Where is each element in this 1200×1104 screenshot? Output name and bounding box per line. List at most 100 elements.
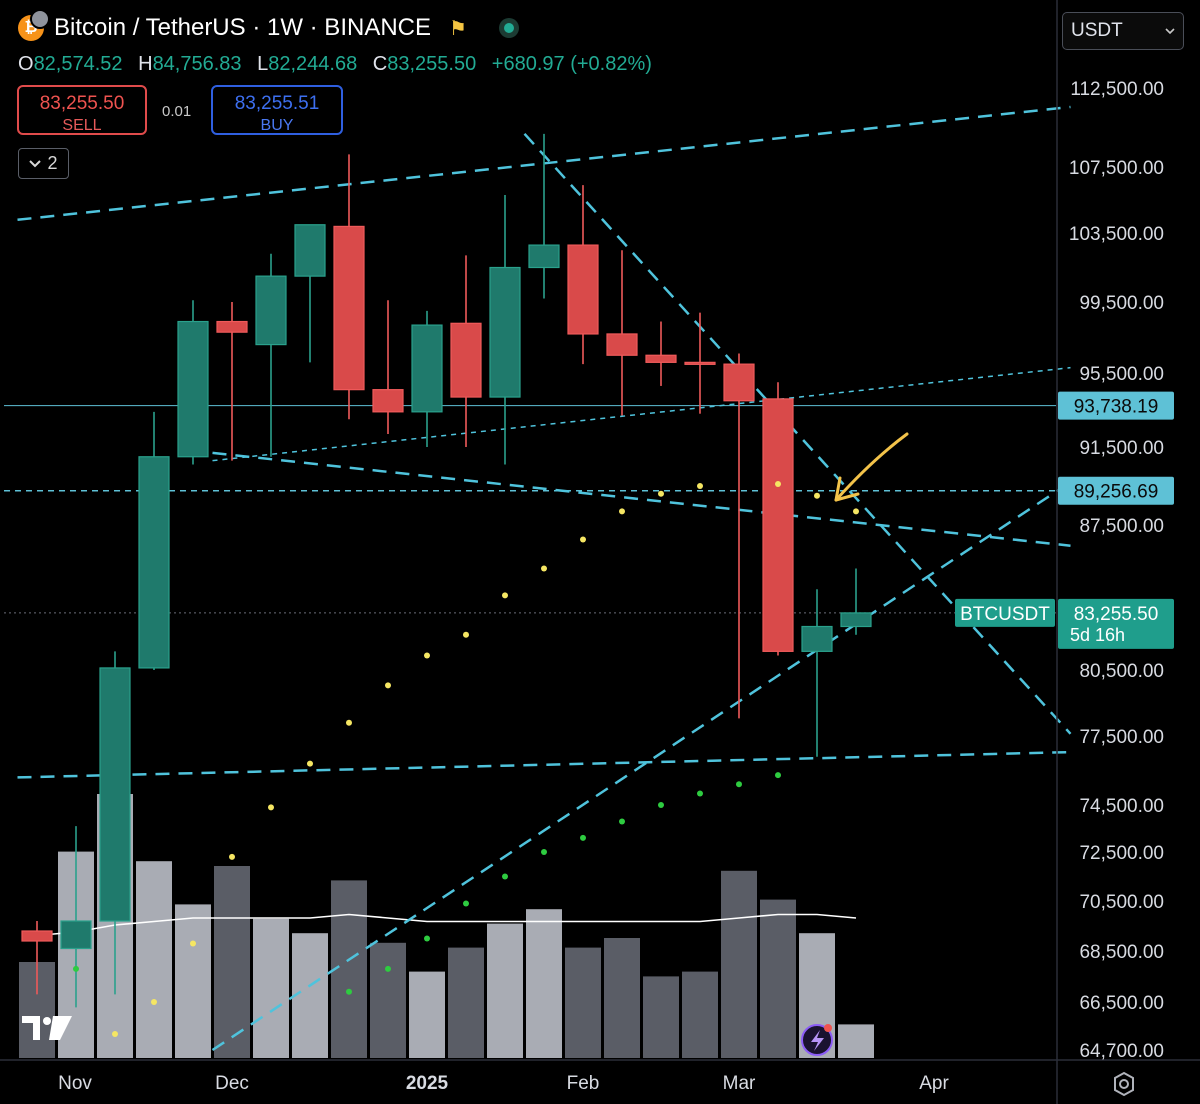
trendline[interactable] <box>523 132 1072 735</box>
time-tick-label: Feb <box>567 1073 600 1094</box>
price-tick-label: 74,500.00 <box>1079 796 1164 817</box>
candle-body[interactable] <box>489 266 521 398</box>
notification-dot <box>824 1024 832 1032</box>
sell-price: 83,255.50 <box>39 93 125 114</box>
candle-body[interactable] <box>684 361 716 365</box>
psar-dot <box>463 900 469 907</box>
psar-dot <box>541 565 547 572</box>
tradingview-logo-icon <box>22 1016 72 1040</box>
buy-button[interactable]: 83,255.51 BUY <box>211 85 343 135</box>
candle-layer[interactable] <box>21 133 872 1008</box>
trendline[interactable] <box>212 366 1071 462</box>
volume-bar <box>136 861 172 1058</box>
psar-dot <box>268 804 274 811</box>
open-value: 82,574.52 <box>33 53 123 75</box>
trendline[interactable] <box>211 481 1072 1052</box>
psar-dot <box>658 802 664 808</box>
candle-body[interactable] <box>645 354 677 363</box>
currency-select[interactable]: USDT <box>1062 12 1184 50</box>
psar-dot <box>385 965 391 972</box>
volume-bar <box>253 918 289 1058</box>
psar-dot <box>190 940 196 947</box>
psar-dot <box>541 849 547 855</box>
candle-body[interactable] <box>567 244 599 335</box>
chevron-down-icon <box>29 159 42 167</box>
psar-dot <box>619 818 625 825</box>
low-value: 82,244.68 <box>268 53 358 75</box>
trendline[interactable] <box>17 750 1071 779</box>
volume-bar <box>292 933 328 1058</box>
high-value: 84,756.83 <box>152 53 242 75</box>
candle-body[interactable] <box>762 398 794 652</box>
psar-dot <box>463 631 469 638</box>
price-tick-label: 64,700.00 <box>1079 1041 1164 1062</box>
time-axis[interactable]: Nov Dec 2025 Feb Mar Apr <box>58 1073 949 1094</box>
volume-bar <box>448 947 484 1058</box>
psar-dot <box>775 772 781 779</box>
candle-body[interactable] <box>606 333 638 356</box>
flag-icon[interactable]: ⚑ <box>449 17 467 40</box>
symbol-badge-label: BTCUSDT <box>960 604 1050 625</box>
volume-bar <box>565 947 601 1058</box>
last-price-value: 83,255.50 <box>1074 604 1159 625</box>
trendline[interactable] <box>212 451 1071 547</box>
candle-body[interactable] <box>411 324 443 413</box>
time-tick-label: Dec <box>215 1073 249 1094</box>
psar-dot <box>307 760 313 767</box>
spread-value: 0.01 <box>162 103 192 120</box>
sell-button[interactable]: 83,255.50 SELL <box>17 85 147 135</box>
candle-body[interactable] <box>333 225 365 391</box>
annotation-arrow <box>834 432 909 502</box>
psar-dot <box>385 682 391 689</box>
settings-gear-icon[interactable] <box>1110 1070 1138 1098</box>
time-tick-label: 2025 <box>406 1073 449 1094</box>
buy-price: 83,255.51 <box>234 93 320 114</box>
price-tick-label: 80,500.00 <box>1079 661 1164 682</box>
candle-body[interactable] <box>138 456 170 669</box>
candle-body[interactable] <box>255 275 287 346</box>
currency-value: USDT <box>1071 20 1123 41</box>
sell-label: SELL <box>62 117 102 134</box>
level-badge[interactable] <box>1058 476 1174 505</box>
candle-body[interactable] <box>216 320 248 333</box>
symbol-badge[interactable] <box>955 598 1055 627</box>
candle-body[interactable] <box>840 612 872 628</box>
price-tick-label: 72,500.00 <box>1079 843 1164 864</box>
last-price-badge[interactable] <box>1058 598 1174 649</box>
candle-body[interactable] <box>99 667 131 922</box>
psar-dot <box>151 999 157 1005</box>
candle-body[interactable] <box>450 322 482 398</box>
price-tick-label: 68,500.00 <box>1079 942 1164 963</box>
price-tick-label: 107,500.00 <box>1069 158 1164 179</box>
psar-dot <box>112 1031 118 1037</box>
indicators-toggle-button[interactable]: 2 <box>18 148 69 179</box>
psar-dot <box>658 490 664 497</box>
psar-dot <box>697 483 703 489</box>
volume-bar <box>370 942 406 1058</box>
psar-dot <box>697 790 703 797</box>
psar-dot <box>424 935 430 942</box>
market-status-icon <box>498 18 519 38</box>
candle-body[interactable] <box>177 320 209 458</box>
time-tick-label: Mar <box>723 1073 756 1094</box>
level-badge[interactable] <box>1058 391 1174 420</box>
price-tick-label: 91,500.00 <box>1079 438 1164 459</box>
volume-bar <box>409 971 445 1058</box>
chart-header: ₿ Bitcoin / TetherUS · 1W · BINANCE ⚑ <box>18 9 519 42</box>
candle-body[interactable] <box>60 920 92 950</box>
candle-body[interactable] <box>528 244 560 269</box>
candle-body[interactable] <box>294 224 326 277</box>
symbol-title[interactable]: Bitcoin / TetherUS · 1W · BINANCE <box>54 14 431 41</box>
price-tick-label: 103,500.00 <box>1069 224 1164 245</box>
psar-dot <box>580 536 586 543</box>
volume-bar <box>682 971 718 1058</box>
volume-bar <box>760 899 796 1058</box>
candle-body[interactable] <box>801 625 833 652</box>
bar-countdown: 5d 16h <box>1070 625 1125 645</box>
candle-body[interactable] <box>372 389 404 413</box>
price-tick-label: 87,500.00 <box>1079 516 1164 537</box>
candle-body[interactable] <box>21 930 53 942</box>
candle-body[interactable] <box>723 363 755 402</box>
